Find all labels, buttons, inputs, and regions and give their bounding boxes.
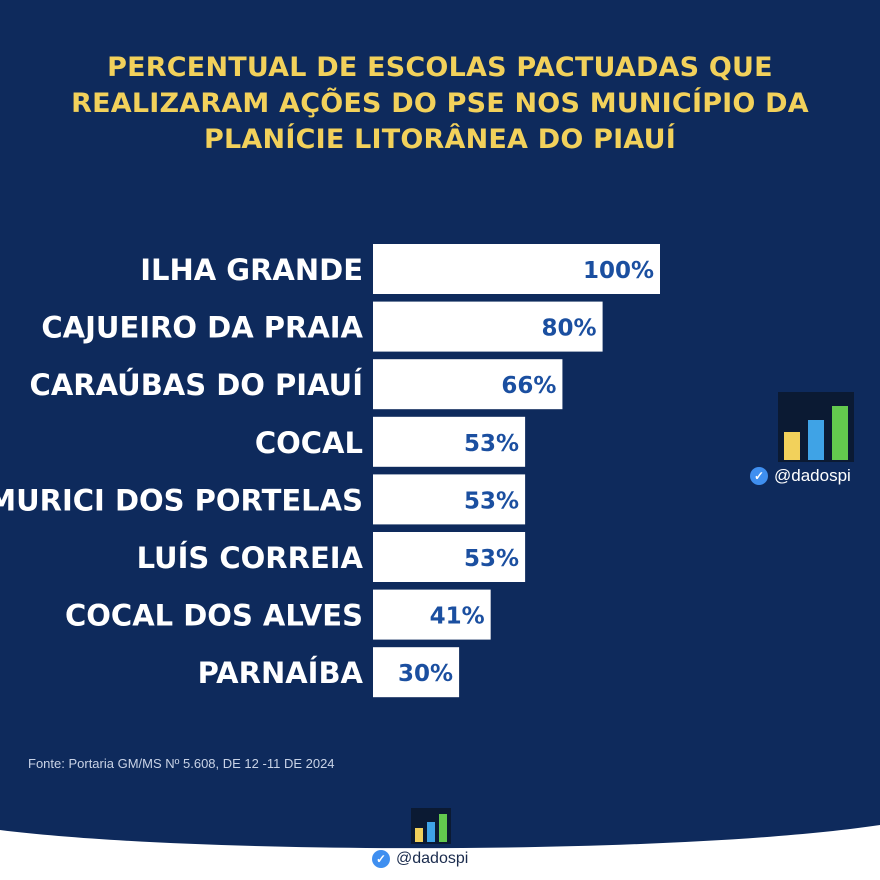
category-label: CARAÚBAS DO PIAUÍ: [30, 368, 363, 402]
handle-text: @dadospi: [396, 850, 469, 867]
category-label: MURICI DOS PORTELAS: [0, 483, 363, 517]
source-note: Fonte: Portaria GM/MS Nº 5.608, DE 12 -1…: [28, 756, 335, 771]
bar-chart: ILHA GRANDE 100% CAJUEIRO DA PRAIA 80% CARAÚ…: [0, 244, 660, 698]
value-label: 100%: [583, 258, 654, 284]
brand-handle-side: ✓ @dadospi: [750, 466, 851, 486]
bar: [373, 301, 603, 352]
category-label: COCAL: [255, 426, 363, 460]
bar: [373, 589, 491, 640]
title-line-3: PLANÍCIE LITORÂNEA DO PIAUÍ: [204, 124, 676, 155]
chart-title: PERCENTUAL DE ESCOLAS PACTUADAS QUE REAL…: [40, 50, 840, 158]
value-label: 80%: [542, 316, 597, 342]
verified-check-icon: ✓: [372, 850, 390, 868]
category-label: ILHA GRANDE: [140, 253, 363, 287]
value-label: 53%: [464, 488, 519, 514]
bar: [373, 244, 660, 294]
handle-text: @dadospi: [774, 466, 851, 485]
bar: [373, 416, 526, 467]
title-line-2: REALIZARAM AÇÕES DO PSE NOS MUNICÍPIO DA: [71, 88, 809, 119]
value-label: 41%: [430, 604, 485, 630]
bar: [373, 532, 526, 582]
value-label: 53%: [464, 431, 519, 457]
bar: [373, 474, 526, 525]
bar-chart-logo-icon: [778, 392, 854, 462]
bar: [373, 359, 563, 410]
bar-chart-logo-icon-bottom: [411, 808, 451, 844]
value-label: 66%: [501, 373, 556, 399]
category-label: CAJUEIRO DA PRAIA: [41, 311, 363, 345]
brand-handle-bottom: ✓ @dadospi: [372, 850, 468, 868]
bottom-wave: [0, 825, 880, 880]
title-line-1: PERCENTUAL DE ESCOLAS PACTUADAS QUE: [107, 52, 773, 83]
value-label: 30%: [398, 661, 453, 687]
value-label: 53%: [464, 546, 519, 572]
category-label: COCAL DOS ALVES: [65, 599, 363, 633]
verified-check-icon: ✓: [750, 467, 768, 485]
category-label: LUÍS CORREIA: [137, 541, 364, 575]
category-label: PARNAÍBA: [198, 656, 364, 690]
bar: [373, 647, 460, 698]
